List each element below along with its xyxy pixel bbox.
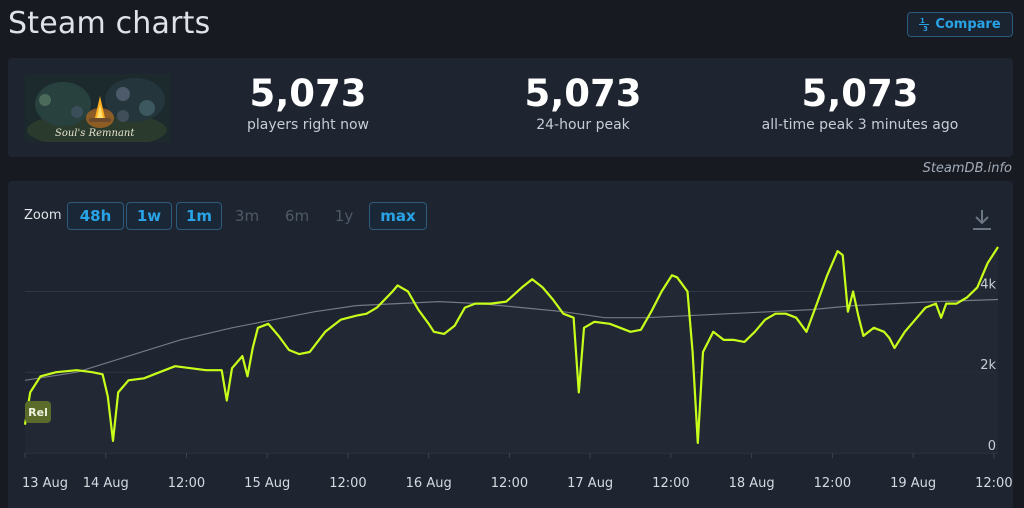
x-tick-label: 12:00	[652, 476, 689, 491]
stat-all-time-peak: 5,073 all-time peak 3 minutes ago	[730, 72, 990, 133]
zoom-1m-button[interactable]: 1m	[176, 202, 222, 230]
trend-path	[24, 298, 999, 381]
zoom-6m-button: 6m	[284, 207, 310, 225]
x-tick-label: 12:00	[329, 476, 366, 491]
x-tick-label: 17 Aug	[567, 476, 613, 491]
zoom-label: Zoom	[24, 208, 62, 223]
compare-button[interactable]: 1 3 Compare	[907, 12, 1013, 37]
all-time-peak-label: all-time peak 3 minutes ago	[761, 117, 959, 133]
svg-text:3: 3	[923, 25, 928, 32]
y-axis-ticks: 0 2k 4k	[980, 277, 996, 454]
peak-24h-value: 5,073	[524, 72, 642, 115]
release-marker-label: Rel	[28, 406, 48, 419]
x-tick-label: 12:00	[491, 476, 528, 491]
fraction-icon: 1 3	[919, 16, 930, 34]
players-path	[23, 246, 999, 444]
peak-24h-label: 24-hour peak	[536, 117, 630, 133]
stat-players-now: 5,073 players right now	[178, 72, 438, 133]
x-tick-label: 19 Aug	[890, 476, 936, 491]
thumbnail-caption: Soul's Remnant	[55, 128, 135, 139]
all-time-peak-value: 5,073	[801, 72, 919, 115]
stats-panel: Soul's Remnant 5,073 players right now 5…	[8, 58, 1013, 157]
players-line	[23, 246, 999, 444]
compare-label: Compare	[935, 17, 1001, 32]
download-icon[interactable]	[971, 208, 993, 232]
zoom-1y-button: 1y	[334, 207, 354, 225]
x-tick-label: 16 Aug	[406, 476, 452, 491]
x-axis-ticks: 13 Aug 14 Aug 12:00 15 Aug 12:00 16 Aug 12:00 1…	[22, 476, 1013, 491]
chart-area-fill	[25, 247, 998, 453]
zoom-max-button[interactable]: max	[369, 202, 427, 230]
players-now-label: players right now	[247, 117, 369, 133]
svg-text:1: 1	[920, 17, 925, 25]
release-marker[interactable]: Rel	[25, 401, 51, 423]
x-tick-label: 13 Aug	[22, 476, 68, 491]
zoom-48h-button[interactable]: 48h	[67, 202, 124, 230]
x-tick-label: 18 Aug	[729, 476, 775, 491]
y-tick-label: 4k	[980, 277, 996, 292]
chart-panel: Zoom 48h 1w 1m 3m 6m 1y max 13 Aug 14 Aug…	[8, 181, 1013, 508]
steamdb-attribution[interactable]: SteamDB.info	[922, 161, 1012, 176]
page-title: Steam charts	[8, 6, 211, 41]
player-count-chart[interactable]: 13 Aug 14 Aug 12:00 15 Aug 12:00 16 Aug 12:00 1…	[8, 181, 1013, 508]
x-tick-label: 15 Aug	[244, 476, 290, 491]
x-tick-label: 12:00	[814, 476, 851, 491]
x-tick-label: 14 Aug	[83, 476, 129, 491]
players-now-value: 5,073	[249, 72, 367, 115]
players-area	[25, 247, 998, 453]
zoom-1w-button[interactable]: 1w	[126, 202, 172, 230]
release-marker-badge	[25, 401, 51, 423]
trend-line	[24, 298, 999, 381]
y-tick-label: 0	[988, 439, 996, 454]
stat-peak-24h: 5,073 24-hour peak	[453, 72, 713, 133]
zoom-3m-button: 3m	[234, 207, 260, 225]
game-thumbnail[interactable]: Soul's Remnant	[25, 74, 170, 142]
x-tick-label: 12:00	[975, 476, 1012, 491]
x-tick-label: 12:00	[168, 476, 205, 491]
y-tick-label: 2k	[980, 358, 996, 373]
